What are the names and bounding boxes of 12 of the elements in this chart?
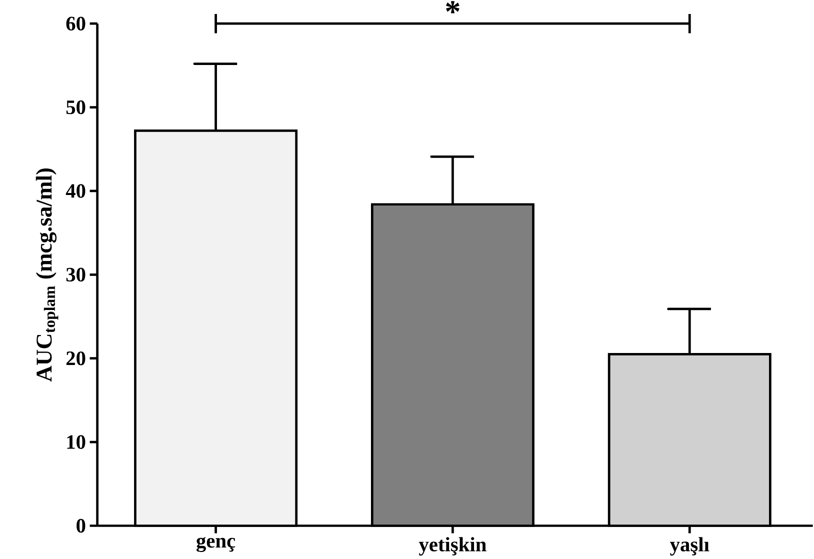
x-tick-label: genç bbox=[196, 536, 236, 552]
y-tick-label: 40 bbox=[66, 184, 86, 198]
y-tick-label: 50 bbox=[66, 100, 86, 114]
y-axis-title: AUC$_{toplam}$ (mcg.sa/ml) bbox=[36, 168, 58, 382]
y-tick-label: 0 bbox=[76, 518, 86, 533]
y-tick-label: 20 bbox=[66, 351, 86, 366]
y-tick-label: 60 bbox=[66, 16, 86, 30]
text: * bbox=[446, 0, 460, 14]
y-tick-label: 30 bbox=[66, 268, 86, 282]
x-tick-label: yetişkin bbox=[418, 536, 486, 556]
y-tick-label: 10 bbox=[67, 435, 86, 449]
x-tick-label: yaşlı bbox=[670, 536, 710, 556]
